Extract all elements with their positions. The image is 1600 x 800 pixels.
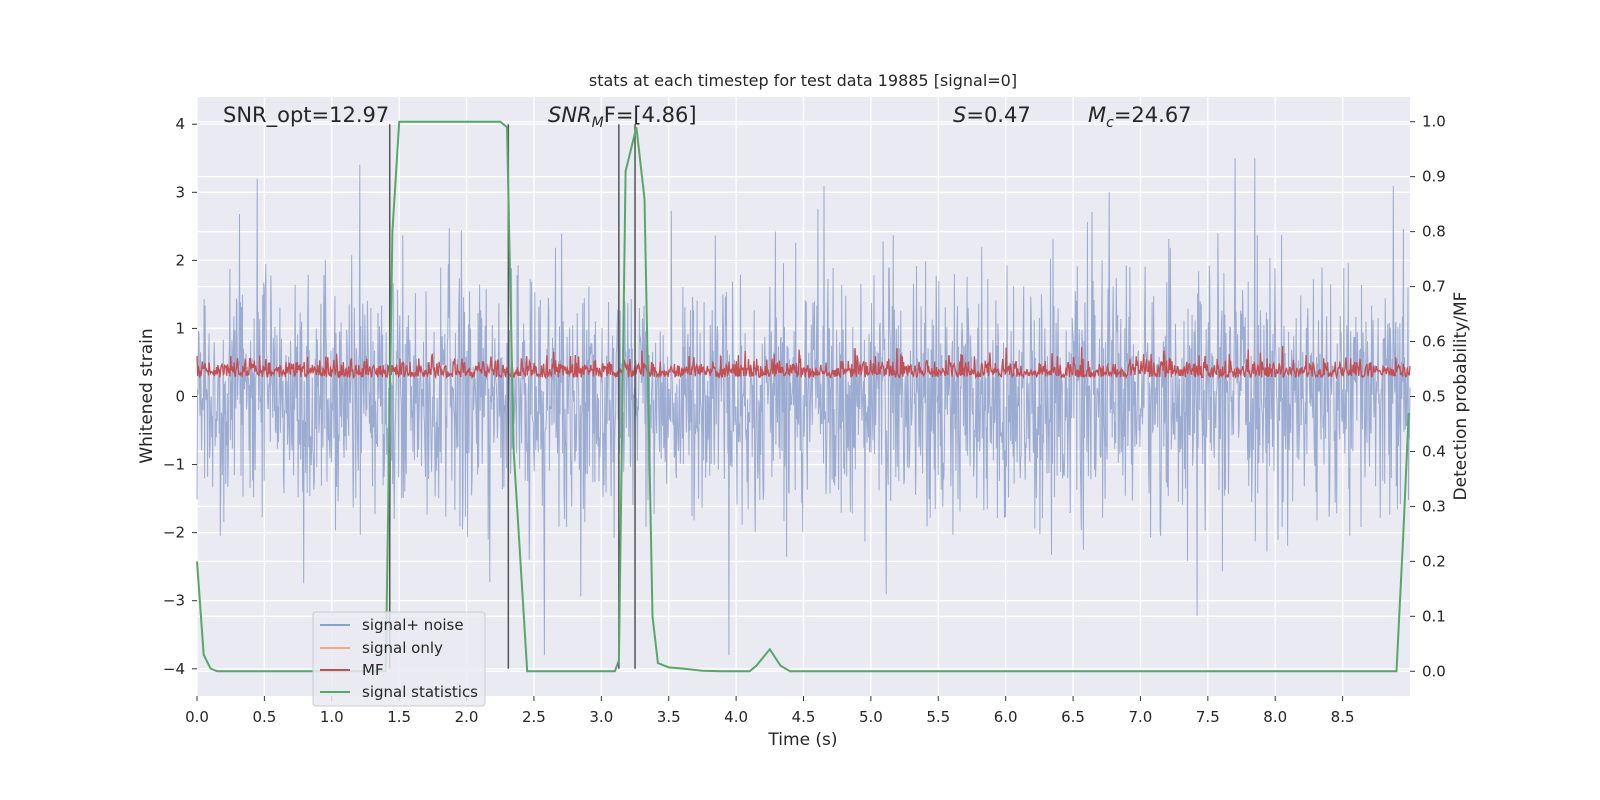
y-right-tick-label: 0.2 bbox=[1422, 552, 1446, 570]
y-right-tick-label: 0.1 bbox=[1422, 607, 1446, 625]
x-tick-label: 3.0 bbox=[589, 708, 613, 726]
y-tick-label: −3 bbox=[163, 592, 185, 610]
y-tick-label: 1 bbox=[175, 319, 185, 337]
legend-label-stats: signal statistics bbox=[362, 683, 478, 701]
legend-label-noise: signal+ noise bbox=[362, 616, 464, 634]
x-tick-label: 5.5 bbox=[926, 708, 950, 726]
snr-mf-rest: F=[4.86] bbox=[604, 103, 697, 127]
y-tick-label: 0 bbox=[175, 388, 185, 406]
x-tick-label: 0.0 bbox=[185, 708, 209, 726]
right-y-tick-labels: 1.0 0.9 0.8 0.7 0.6 0.5 0.4 0.3 0.2 0.1 0.0 bbox=[1410, 113, 1446, 680]
x-tick-label: 1.0 bbox=[320, 708, 344, 726]
legend-box bbox=[312, 611, 486, 707]
y-tick-label: 3 bbox=[175, 183, 185, 201]
x-tick-label: 3.5 bbox=[657, 708, 681, 726]
mf-line bbox=[196, 345, 1411, 380]
legend: signal+ noise signal only MF signal stat… bbox=[312, 611, 486, 707]
y-right-tick-label: 0.9 bbox=[1422, 168, 1446, 186]
mc-sub: c bbox=[1106, 115, 1114, 131]
y-right-tick-label: 0.8 bbox=[1422, 223, 1446, 241]
y-right-tick-label: 0.5 bbox=[1422, 388, 1446, 406]
x-tick-label: 8.5 bbox=[1331, 708, 1355, 726]
x-tick-label: 6.5 bbox=[1061, 708, 1085, 726]
s-annotation: S=0.47 bbox=[953, 103, 1031, 127]
s-label: S bbox=[953, 103, 966, 127]
s-value: =0.47 bbox=[966, 103, 1030, 127]
snr-mf-sub: M bbox=[592, 115, 604, 131]
x-tick-label: 7.5 bbox=[1196, 708, 1220, 726]
mc-label: M bbox=[1088, 103, 1106, 127]
y-tick-label: −4 bbox=[163, 660, 185, 678]
x-tick-label: 8.0 bbox=[1263, 708, 1287, 726]
x-tick-label: 4.5 bbox=[792, 708, 816, 726]
y-tick-label: −2 bbox=[163, 524, 185, 542]
x-tick-label: 6.0 bbox=[994, 708, 1018, 726]
snr-mf-annotation: SNRMF=[4.86] bbox=[548, 103, 697, 131]
snr-mf-base: SNR bbox=[548, 103, 592, 127]
signal-statistics-series bbox=[196, 120, 1410, 673]
x-tick-label: 0.5 bbox=[252, 708, 276, 726]
x-tick-label: 7.0 bbox=[1129, 708, 1153, 726]
stat-line bbox=[196, 120, 1410, 673]
x-tick-label: 5.0 bbox=[859, 708, 883, 726]
x-tick-label: 2.5 bbox=[522, 708, 546, 726]
snr-opt-annotation: SNR_opt=12.97 bbox=[223, 103, 389, 128]
y-right-tick-label: 0.4 bbox=[1422, 442, 1446, 460]
x-tick-labels: 0.0 0.5 1.0 1.5 2.0 2.5 3.0 3.5 4.0 4.5 5.0 5.5 6.0 6… bbox=[185, 696, 1355, 726]
x-tick-label: 1.5 bbox=[387, 708, 411, 726]
y-right-tick-label: 0.6 bbox=[1422, 333, 1446, 351]
legend-label-signal: signal only bbox=[362, 639, 443, 657]
y-right-tick-label: 0.3 bbox=[1422, 497, 1446, 515]
y-right-tick-label: 0.7 bbox=[1422, 278, 1446, 296]
x-tick-label: 2.0 bbox=[455, 708, 479, 726]
x-tick-label: 4.0 bbox=[724, 708, 748, 726]
left-y-axis-label: Whitened strain bbox=[137, 328, 157, 463]
mc-annotation: Mc=24.67 bbox=[1088, 103, 1192, 131]
legend-label-mf: MF bbox=[362, 661, 384, 679]
right-y-axis-label: Detection probability/MF bbox=[1451, 292, 1471, 501]
y-tick-label: 4 bbox=[175, 115, 185, 133]
chart-title: stats at each timestep for test data 198… bbox=[589, 71, 1017, 90]
y-tick-label: −1 bbox=[163, 456, 185, 474]
y-right-tick-label: 1.0 bbox=[1422, 113, 1446, 131]
x-axis-label: Time (s) bbox=[767, 730, 837, 750]
left-y-tick-labels: 4 3 2 1 0 −1 −2 −3 −4 bbox=[163, 115, 197, 678]
mc-value: =24.67 bbox=[1114, 103, 1192, 127]
mf-series bbox=[196, 345, 1411, 380]
y-right-tick-label: 0.0 bbox=[1422, 662, 1446, 680]
y-tick-label: 2 bbox=[175, 251, 185, 269]
